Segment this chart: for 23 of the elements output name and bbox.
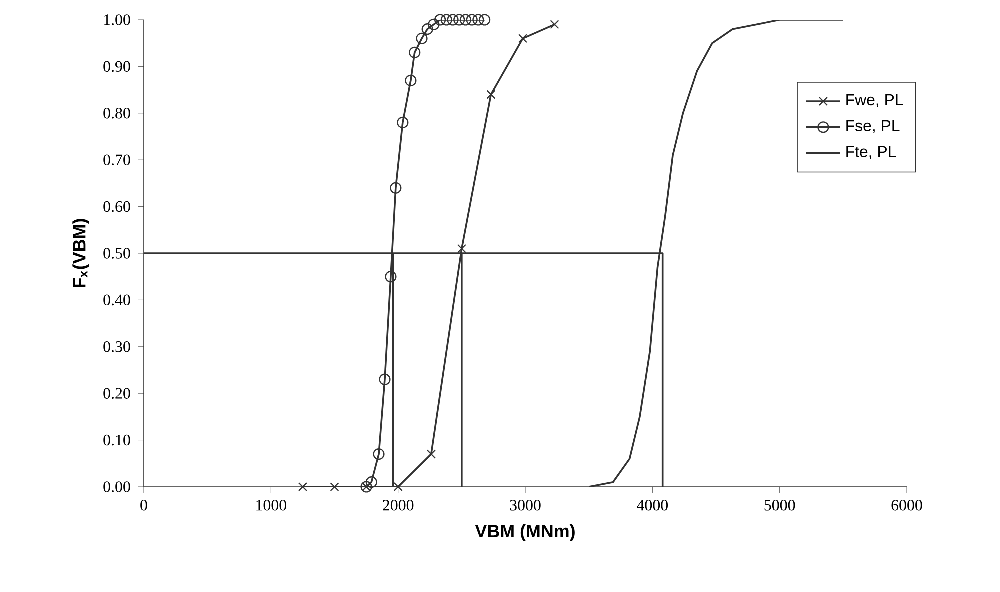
legend-label: Fte, PL bbox=[846, 146, 896, 160]
y-tick-label: 0.00 bbox=[104, 482, 130, 492]
y-tick-label: 0.10 bbox=[104, 434, 130, 446]
x-tick-label: 4000 bbox=[637, 500, 668, 511]
legend-label: Fse, PL bbox=[846, 120, 900, 134]
y-tick-label: 0.60 bbox=[104, 201, 130, 212]
y-tick-label: 0.40 bbox=[104, 294, 130, 306]
x-tick-label: 5000 bbox=[764, 500, 796, 511]
x-tick-label: 1000 bbox=[256, 500, 287, 511]
y-tick-label: 0.30 bbox=[104, 341, 130, 352]
y-tick-label: 1.00 bbox=[104, 14, 130, 26]
x-tick-label: 0 bbox=[140, 500, 148, 511]
y-tick-label: 0.80 bbox=[104, 108, 130, 119]
x-tick-label: 3000 bbox=[510, 500, 541, 511]
y-tick-label: 0.70 bbox=[104, 154, 130, 166]
y-tick-label: 0.90 bbox=[104, 61, 130, 72]
y-tick-label: 0.50 bbox=[104, 248, 130, 259]
y-axis-title: F$_{x}$(VBM) bbox=[72, 219, 90, 288]
y-tick-label: 0.20 bbox=[104, 388, 130, 400]
x-tick-label: 6000 bbox=[892, 500, 922, 511]
legend-label: Fwe, PL bbox=[846, 94, 904, 108]
x-axis-title: VBM (MNm) bbox=[475, 524, 575, 542]
x-tick-label: 2000 bbox=[383, 500, 414, 511]
